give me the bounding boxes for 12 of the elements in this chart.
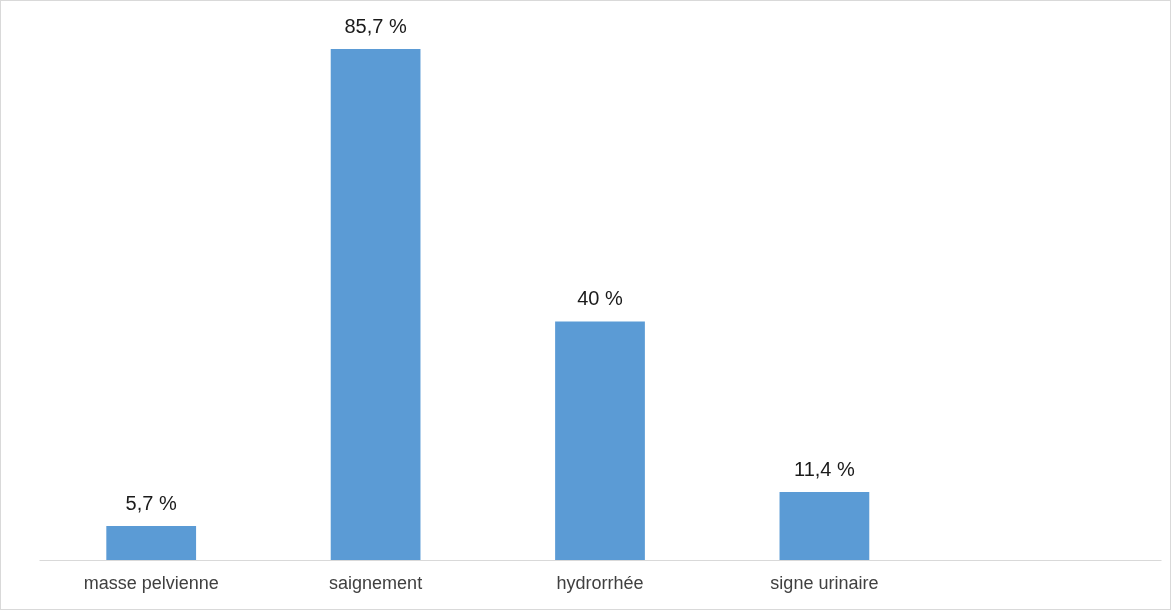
bar [779,492,870,560]
data-label: 85,7 % [344,15,407,37]
bar [106,526,197,560]
data-label: 40 % [577,287,624,310]
bar [555,321,645,560]
x-tick-label: saignement [329,572,423,593]
bar [330,49,421,560]
data-label: 11,4 % [794,458,856,481]
data-label: 5,7 % [125,492,177,515]
x-tick-label: signe urinaire [770,572,879,593]
x-tick-label: hydrorrhée [556,572,644,593]
x-tick-label: masse pelvienne [83,572,219,593]
